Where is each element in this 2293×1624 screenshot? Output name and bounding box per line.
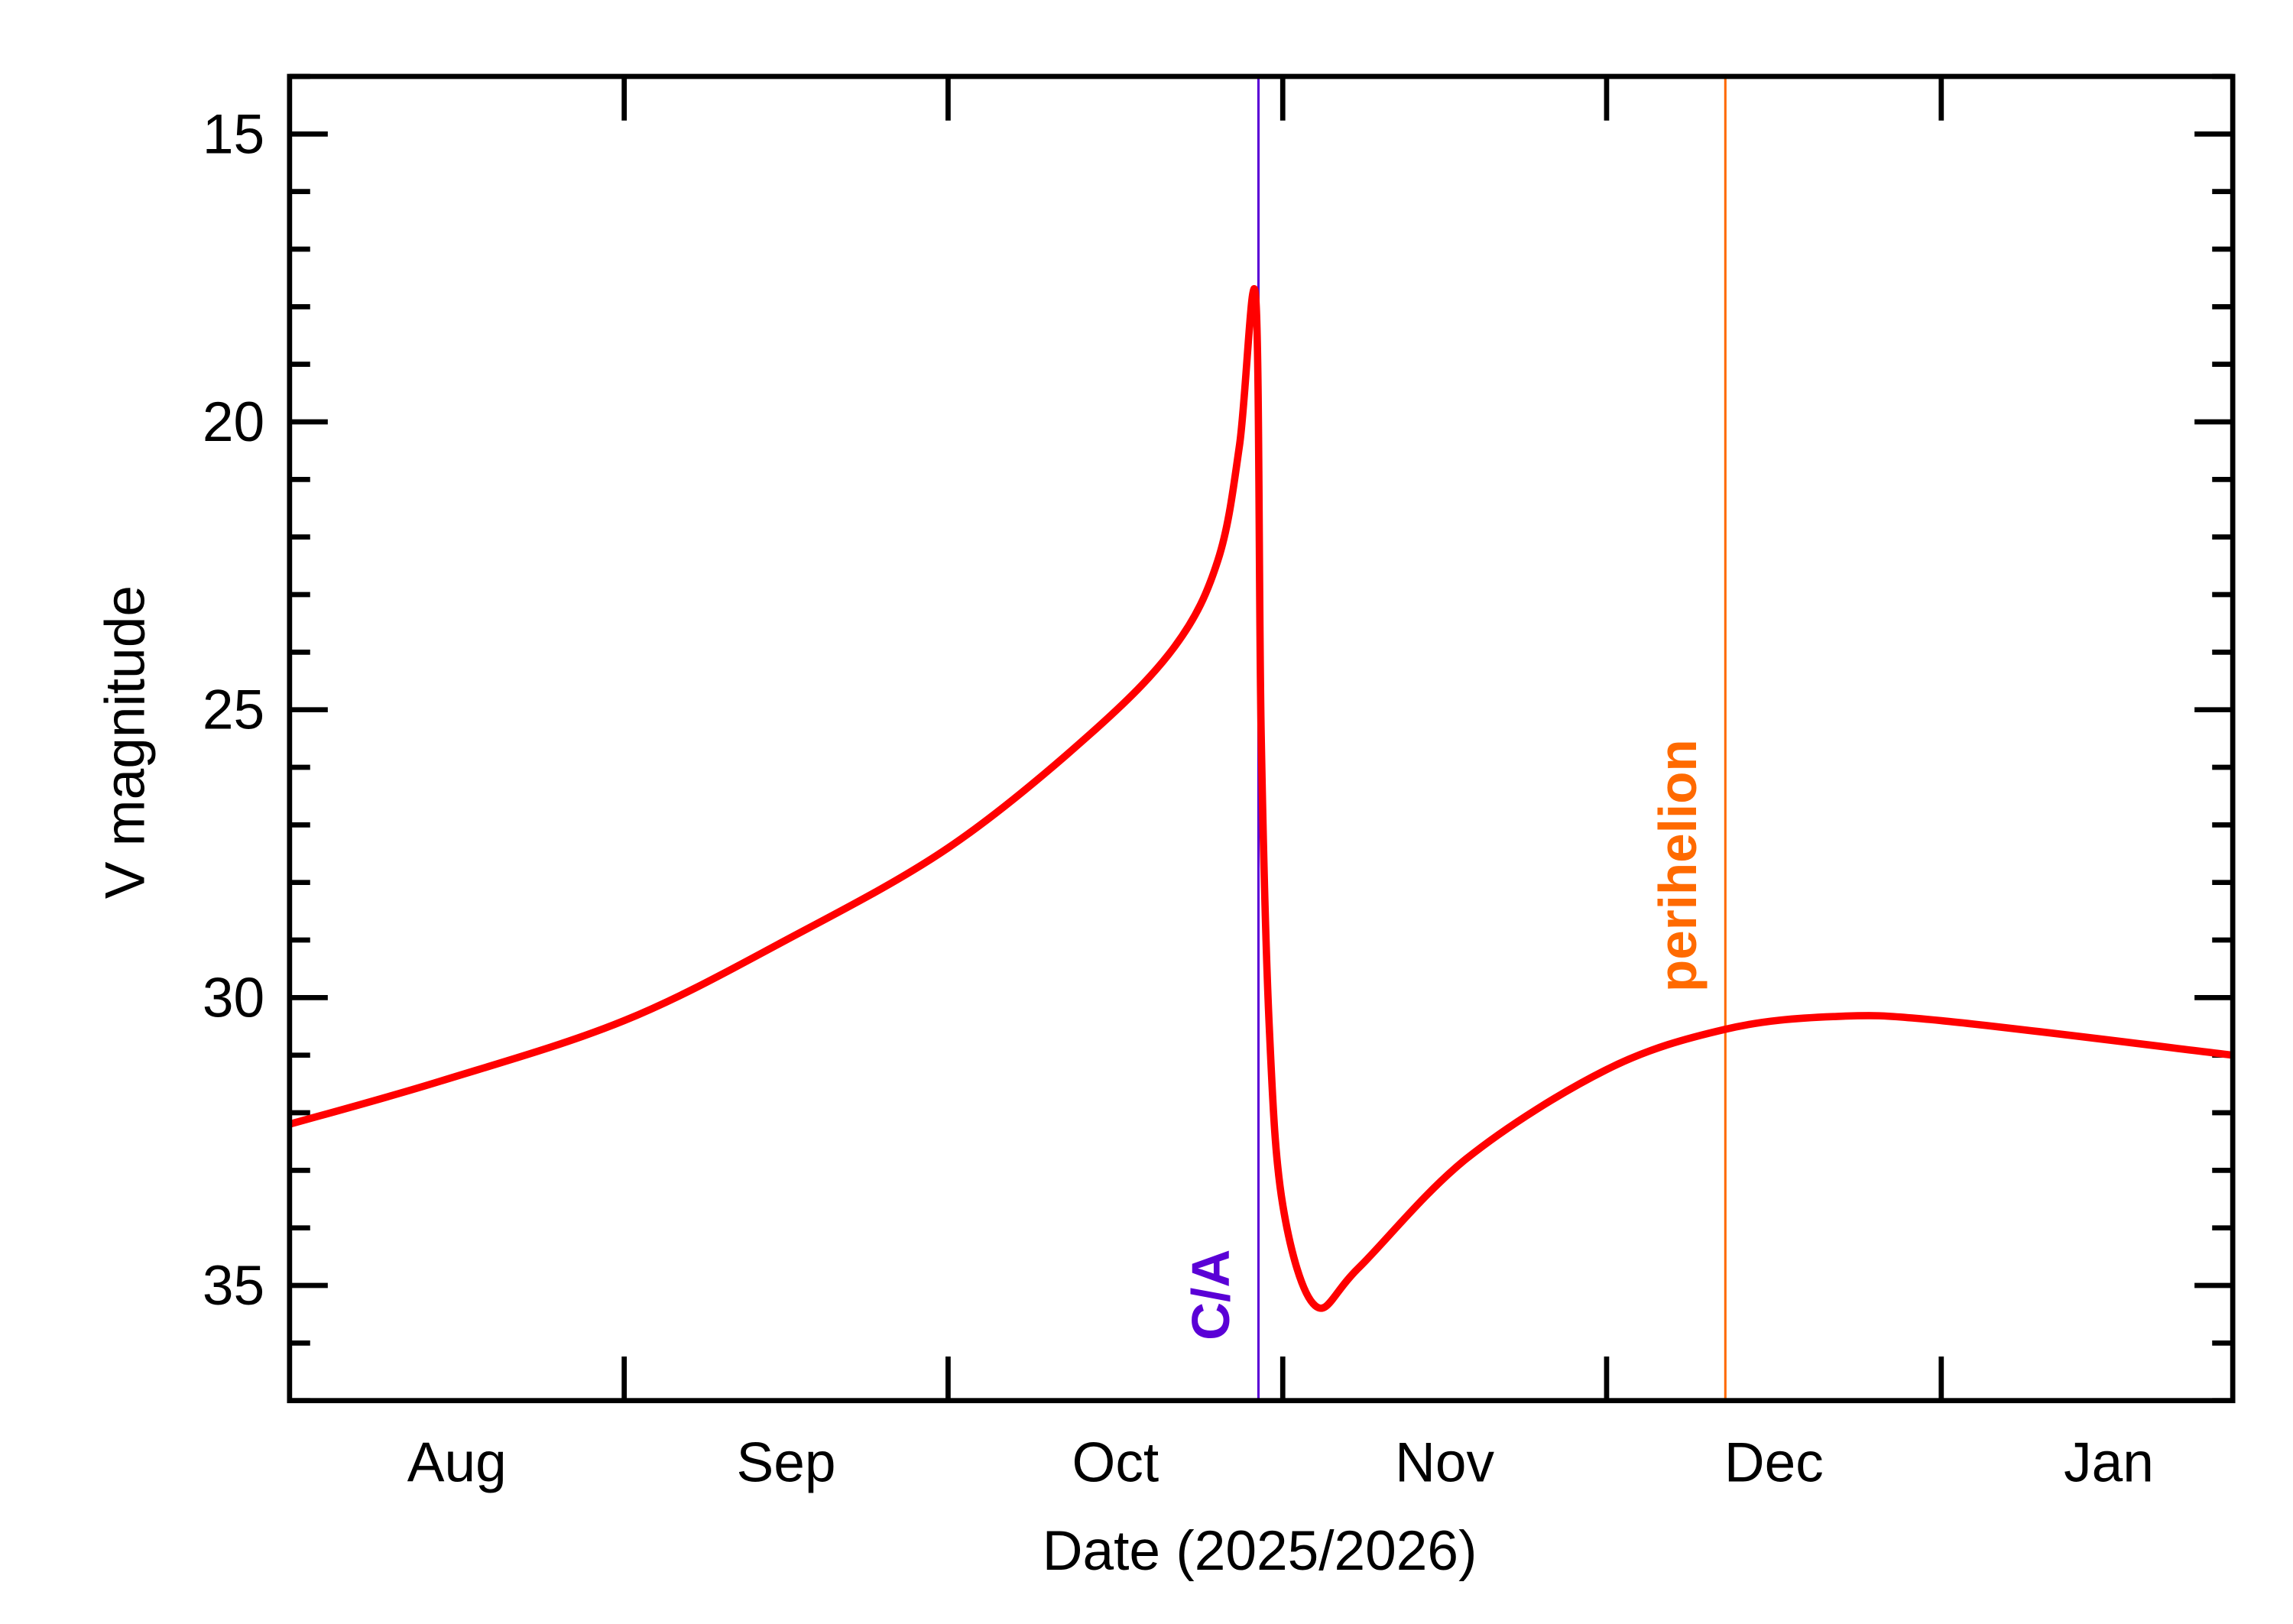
ticks: 15 20 25 30 35 Aug Sep Oct Nov Dec Jan [203, 73, 2233, 1493]
x-tick-label: Jan [2064, 1431, 2154, 1493]
x-tick-label: Oct [1072, 1431, 1159, 1493]
plot-frame [287, 73, 2236, 1404]
y-tick-label: 35 [203, 1255, 264, 1317]
y-axis-label: V magnitude [94, 585, 156, 899]
x-tick-label: Sep [737, 1431, 836, 1493]
y-tick-label: 30 [203, 967, 264, 1029]
closest-approach-label: C/A [1181, 1250, 1241, 1340]
x-tick-label: Nov [1395, 1431, 1494, 1493]
perihelion-label: perihelion [1648, 739, 1708, 992]
x-tick-label: Dec [1724, 1431, 1824, 1493]
y-tick-label: 15 [203, 103, 264, 165]
y-tick-label: 20 [203, 391, 264, 453]
x-axis-label: Date (2025/2026) [1043, 1520, 1477, 1582]
magnitude-curve [288, 285, 2233, 1312]
x-tick-label: Aug [407, 1431, 507, 1493]
y-tick-label: 25 [203, 679, 264, 741]
annotations: C/A perihelion [1181, 76, 1727, 1401]
